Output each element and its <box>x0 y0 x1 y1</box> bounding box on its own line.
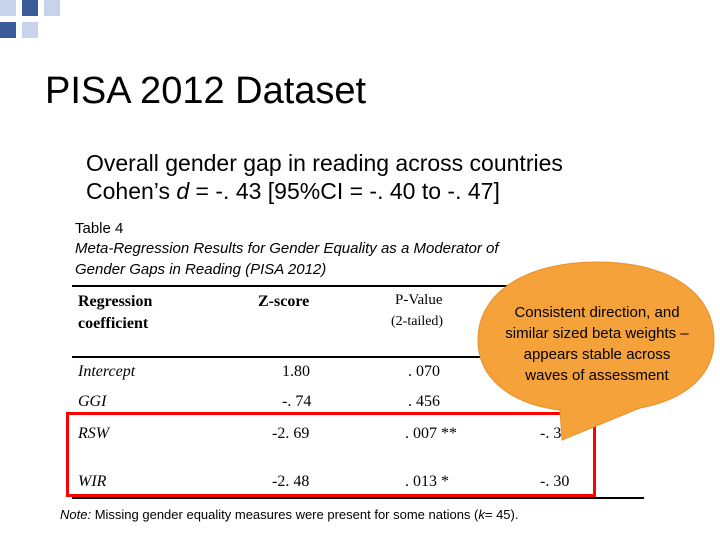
table-bottom-rule <box>72 497 644 499</box>
highlight-box <box>66 412 596 497</box>
table-label: Table 4 <box>75 220 124 237</box>
subtitle-line-2: Cohen’s d = -. 43 [95%CI = -. 40 to -. 4… <box>86 178 500 205</box>
note-label: Note: <box>60 507 92 522</box>
row-rsw-name: RSW <box>78 425 110 442</box>
header-regression: Regression <box>78 293 153 310</box>
callout-line-4: waves of assessment <box>525 367 669 384</box>
subtitle-d: d <box>176 178 190 204</box>
decor-square <box>44 0 60 16</box>
row-wir-beta: -. 30 <box>540 473 570 490</box>
callout-line-2: similar sized beta weights – <box>505 325 689 342</box>
decor-square <box>0 22 16 38</box>
header-pvalue: P-Value <box>395 292 443 308</box>
note-end: = 45). <box>484 507 519 522</box>
note-text: Missing gender equality measures were pr… <box>91 507 479 522</box>
table-caption-line-2: Gender Gaps in Reading (PISA 2012) <box>75 261 327 278</box>
table-note: Note: Missing gender equality measures w… <box>60 507 518 522</box>
decor-square <box>22 22 38 38</box>
corner-decoration <box>0 0 60 44</box>
header-coefficient: coefficient <box>78 315 149 332</box>
row-rsw-p: . 007 ** <box>405 425 457 442</box>
subtitle-prefix: Cohen’s <box>86 178 177 204</box>
row-ggi-z: -. 74 <box>282 393 312 410</box>
table-caption-line-1: Meta-Regression Results for Gender Equal… <box>75 240 499 257</box>
header-pvalue-sub: (2-tailed) <box>391 314 444 329</box>
subtitle-effect: = -. 43 [95%CI = -. 40 to -. 47] <box>189 178 500 204</box>
row-ggi-p: . 456 <box>408 393 440 410</box>
header-zscore: Z-score <box>258 293 310 310</box>
callout-line-1: Consistent direction, and <box>514 304 680 321</box>
table-header-rule <box>72 356 644 358</box>
decor-square <box>0 0 16 16</box>
row-ggi-name: GGI <box>78 393 107 410</box>
note-k: k <box>478 507 485 522</box>
row-intercept-z: 1.80 <box>282 363 310 380</box>
callout-line-3: appears stable across <box>523 346 671 363</box>
table-top-rule <box>72 285 644 287</box>
decor-square <box>22 0 38 16</box>
callout-text: Consistent direction, and similar sized … <box>482 302 712 386</box>
row-intercept-name: Intercept <box>78 363 136 380</box>
row-rsw-z: -2. 69 <box>272 425 310 442</box>
subtitle-line-1: Overall gender gap in reading across cou… <box>86 150 563 176</box>
row-wir-p: . 013 * <box>405 473 449 490</box>
row-wir-name: WIR <box>78 473 107 490</box>
slide-title: PISA 2012 Dataset <box>45 70 367 112</box>
row-wir-z: -2. 48 <box>272 473 310 490</box>
row-intercept-p: . 070 <box>408 363 440 380</box>
